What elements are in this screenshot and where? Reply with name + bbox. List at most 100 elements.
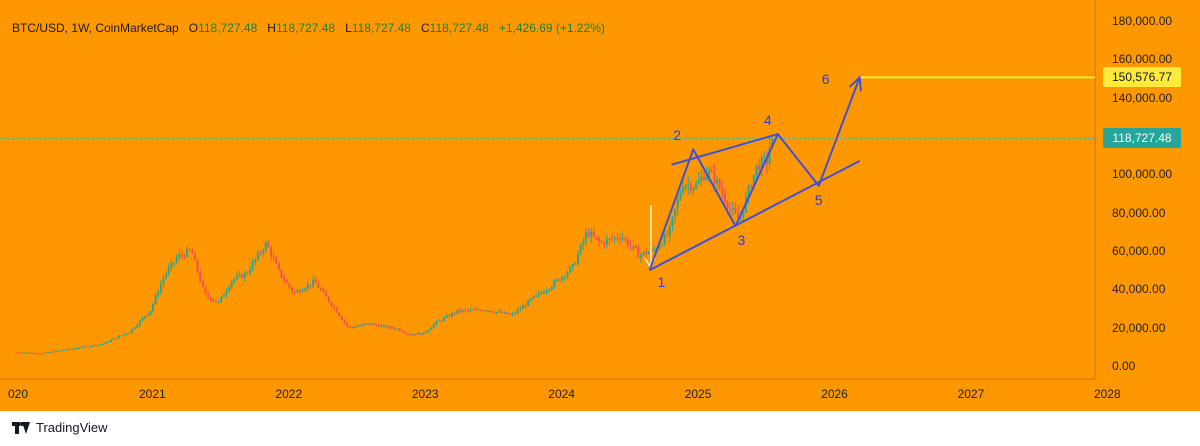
candle-body: [561, 276, 564, 281]
candle-body: [81, 346, 84, 348]
candle-body: [621, 238, 624, 240]
candle-body: [542, 292, 545, 294]
candle-body: [700, 177, 703, 181]
candle-body: [443, 317, 446, 321]
candle-body: [104, 341, 107, 344]
candle-body: [277, 263, 280, 270]
candle-body: [259, 252, 262, 254]
candle-body: [605, 239, 608, 245]
x-tick-label: 2027: [957, 387, 985, 401]
candle-body: [469, 309, 472, 311]
candle-body: [99, 344, 102, 346]
candle-body: [15, 352, 18, 354]
candle-body: [207, 293, 210, 298]
candle-body: [298, 290, 301, 292]
candle-body: [419, 333, 422, 335]
close-value: 118,727.48: [429, 21, 489, 35]
candle-body: [68, 348, 71, 350]
candle-body: [645, 251, 648, 255]
candle-body: [437, 320, 440, 322]
candle-body: [702, 177, 705, 181]
open-value: 118,727.48: [198, 21, 258, 35]
candle-body: [364, 323, 367, 325]
candle-body: [301, 290, 304, 292]
y-tick-label: 20,000.00: [1112, 320, 1166, 335]
candle-body: [335, 307, 338, 313]
candle-body: [83, 346, 86, 348]
low-value: 118,727.48: [351, 21, 411, 35]
candle-body: [112, 338, 115, 340]
candle-body: [403, 332, 406, 334]
price-chart-plot[interactable]: [0, 0, 1200, 411]
candle-body: [275, 258, 278, 264]
candle-body: [317, 283, 320, 289]
candle-body: [658, 245, 661, 249]
candle-body: [133, 327, 136, 330]
candle-body: [89, 346, 92, 348]
candle-body: [637, 248, 640, 258]
candle-body: [91, 345, 94, 347]
candle-body: [464, 310, 467, 312]
footer: TradingView: [0, 411, 1200, 446]
candle-body: [527, 300, 530, 306]
wave-arrowhead: [848, 75, 862, 92]
candle-body: [39, 353, 42, 355]
candle-body: [31, 353, 34, 355]
candle-body: [718, 179, 721, 189]
candle-body: [445, 315, 448, 318]
candle-body: [60, 350, 63, 352]
candle-body: [241, 274, 244, 278]
candle-body: [120, 335, 123, 337]
candle-body: [340, 316, 343, 320]
y-tick-label: 140,000.00: [1112, 90, 1173, 105]
candle-body: [598, 237, 601, 242]
candle-body: [367, 323, 370, 325]
candle-body: [382, 325, 385, 327]
candle-body: [739, 217, 742, 219]
candle-body: [411, 334, 414, 336]
y-tick-label: 60,000.00: [1112, 244, 1166, 258]
symbol-label[interactable]: BTC/USD, 1W, CoinMarketCap: [12, 21, 179, 35]
target-price-tag: 150,576.77: [1103, 67, 1181, 88]
candle-body: [333, 306, 336, 308]
candle-body: [432, 324, 435, 328]
candle-body: [424, 331, 427, 333]
candle-body: [634, 245, 637, 249]
candle-body: [54, 350, 57, 353]
chart-panel[interactable]: BTC/USD, 1W, CoinMarketCap O118,727.48 H…: [0, 0, 1200, 411]
x-tick-label: 2026: [821, 387, 848, 401]
candle-body: [752, 174, 755, 188]
candle-body: [590, 231, 593, 237]
candle-body: [574, 263, 577, 265]
candle-body: [372, 324, 375, 326]
candle-body: [149, 311, 152, 315]
tradingview-logo[interactable]: TradingView: [12, 420, 108, 435]
candle-body: [201, 281, 204, 287]
candle-body: [285, 280, 288, 284]
candle-body: [474, 309, 477, 311]
candle-body: [191, 250, 194, 255]
candle-body: [117, 335, 120, 339]
candle-body: [359, 325, 362, 327]
candle-body: [348, 326, 351, 328]
candle-body: [708, 170, 711, 174]
candle-body: [375, 324, 378, 326]
candle-body: [199, 271, 202, 282]
candle-body: [131, 329, 134, 333]
close-key: C: [421, 21, 430, 35]
change-value: +1,426.69 (+1.22%): [498, 21, 605, 35]
candle-body: [306, 284, 309, 289]
candle-body: [676, 199, 679, 210]
candle-body: [251, 261, 254, 270]
candle-body: [338, 312, 341, 317]
candle-body: [742, 212, 745, 218]
x-tick-label: 2025: [684, 387, 712, 401]
candle-body: [270, 247, 273, 257]
wave-label-3: 3: [737, 232, 746, 249]
x-tick-label: 2028: [1094, 387, 1121, 401]
candle-body: [214, 300, 217, 302]
candle-body: [165, 273, 168, 278]
candle-body: [293, 291, 296, 293]
candle-body: [125, 333, 128, 335]
candle-body: [498, 311, 501, 313]
